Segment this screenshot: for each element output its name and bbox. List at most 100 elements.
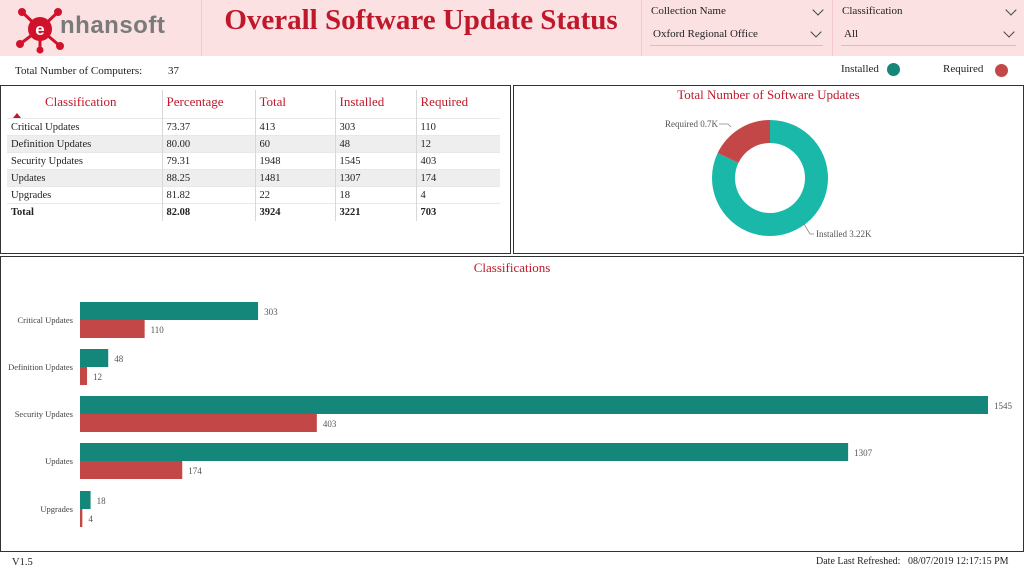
bar-required[interactable] — [80, 461, 183, 479]
bar-installed[interactable] — [80, 396, 988, 414]
table-total-row: Total 82.08 3924 3221 703 — [7, 203, 500, 221]
cell-total: 1948 — [255, 152, 336, 170]
cell-percentage: 80.00 — [162, 135, 256, 153]
classifications-bar-panel: Classifications Critical Updates 303 110 De… — [0, 256, 1024, 552]
category-label: Upgrades — [40, 504, 73, 514]
header-bar: e nhansoft Overall Software Update Statu… — [0, 0, 1024, 56]
cell-installed: 18 — [335, 186, 417, 204]
total-computers-label: Total Number of Computers: — [15, 65, 143, 77]
cell-installed: 303 — [335, 118, 417, 136]
chevron-down-icon[interactable] — [1003, 26, 1015, 38]
refresh-label: Date Last Refreshed: — [816, 556, 901, 567]
cell-required: 110 — [416, 118, 500, 136]
logo-wordmark: nhansoft — [60, 12, 166, 39]
legend-required-dot — [995, 64, 1008, 77]
column-header-total[interactable]: Total — [255, 90, 336, 119]
bar-value-label: 403 — [323, 419, 337, 429]
svg-text:e: e — [35, 20, 44, 39]
table-header-row: Classification Percentage Total Installe… — [7, 90, 500, 119]
cell-required: 174 — [416, 169, 500, 187]
legend-required-label: Required — [943, 63, 984, 75]
classification-table-panel: Classification Percentage Total Installe… — [0, 85, 511, 254]
classification-slicer[interactable]: Classification All — [832, 0, 1024, 56]
table-row[interactable]: Definition Updates 80.00 60 48 12 — [7, 135, 500, 153]
column-header-percentage[interactable]: Percentage — [162, 90, 256, 119]
bar-value-label: 1307 — [854, 448, 873, 458]
cell-classification: Updates — [7, 169, 163, 187]
slicer-underline — [650, 45, 823, 46]
legend-installed-dot — [887, 63, 900, 76]
category-label: Security Updates — [15, 409, 73, 419]
table-row[interactable]: Security Updates 79.31 1948 1545 403 — [7, 152, 500, 170]
cell-percentage: 88.25 — [162, 169, 256, 187]
chevron-down-icon[interactable] — [1005, 4, 1017, 16]
version-label: V1.5 — [12, 557, 33, 568]
slicer-label: Collection Name — [651, 5, 726, 17]
cell-total: 1481 — [255, 169, 336, 187]
cell-required: 403 — [416, 152, 500, 170]
cell-percentage: 82.08 — [162, 203, 256, 221]
category-label: Updates — [45, 456, 73, 466]
slicer-value[interactable]: All — [844, 28, 859, 40]
bar-value-label: 4 — [88, 514, 93, 524]
cell-required: 4 — [416, 186, 500, 204]
column-header-required[interactable]: Required — [420, 94, 469, 109]
cell-classification: Critical Updates — [7, 118, 163, 136]
table-row[interactable]: Upgrades 81.82 22 18 4 — [7, 186, 500, 204]
bar-chart-title: Classifications — [473, 260, 551, 275]
cell-total: 413 — [255, 118, 336, 136]
donut-installed-label: Installed 3.22K — [816, 229, 872, 239]
total-computers-value: 37 — [168, 65, 179, 77]
bar-value-label: 1545 — [994, 401, 1013, 411]
cell-classification: Security Updates — [7, 152, 163, 170]
donut-chart: Required 0.7K Installed 3.22K — [665, 119, 872, 239]
chevron-down-icon[interactable] — [812, 4, 824, 16]
bar-installed[interactable] — [80, 302, 259, 320]
bar-value-label: 48 — [114, 354, 124, 364]
cell-classification: Total — [7, 203, 163, 221]
donut-chart-title: Total Number of Software Updates — [677, 87, 860, 102]
slicer-underline — [841, 45, 1016, 46]
installed-leader-line — [803, 223, 814, 235]
donut-slice-installed[interactable] — [712, 120, 828, 236]
slicer-value[interactable]: Oxford Regional Office — [653, 28, 758, 40]
bar-required[interactable] — [80, 367, 88, 385]
cell-installed: 48 — [335, 135, 417, 153]
bar-installed[interactable] — [80, 491, 91, 509]
cell-required: 703 — [416, 203, 500, 221]
column-header-classification[interactable]: Classification — [7, 90, 163, 119]
cell-classification: Upgrades — [7, 186, 163, 204]
collection-name-slicer[interactable]: Collection Name Oxford Regional Office — [641, 0, 831, 56]
table-row[interactable]: Updates 88.25 1481 1307 174 — [7, 169, 500, 187]
donut-slice-required[interactable] — [717, 120, 770, 163]
bar-value-label: 303 — [264, 307, 278, 317]
logo-molecule-icon: e — [16, 8, 64, 54]
cell-total: 60 — [255, 135, 336, 153]
sort-ascending-icon[interactable] — [13, 113, 21, 118]
classification-table: Classification Percentage Total Installe… — [7, 90, 500, 221]
legend-installed-label: Installed — [841, 63, 879, 75]
slicer-label: Classification — [842, 5, 903, 17]
column-header-installed[interactable]: Installed — [335, 90, 417, 119]
category-label: Critical Updates — [18, 315, 73, 325]
bar-required[interactable] — [80, 509, 83, 527]
table-row[interactable]: Critical Updates 73.37 413 303 110 — [7, 118, 500, 136]
cell-installed: 1545 — [335, 152, 417, 170]
bar-required[interactable] — [80, 414, 317, 432]
bar-value-label: 12 — [93, 372, 102, 382]
bar-required[interactable] — [80, 320, 145, 338]
chevron-down-icon[interactable] — [810, 26, 822, 38]
enhansoft-logo: e nhansoft — [0, 0, 202, 56]
refresh-date: 08/07/2019 12:17:15 PM — [908, 556, 1009, 567]
bar-installed[interactable] — [80, 349, 109, 367]
page-title: Overall Software Update Status — [224, 4, 618, 36]
category-label: Definition Updates — [8, 362, 73, 372]
cell-classification: Definition Updates — [7, 135, 163, 153]
bar-value-label: 174 — [188, 466, 202, 476]
cell-total: 22 — [255, 186, 336, 204]
bar-installed[interactable] — [80, 443, 849, 461]
cell-required: 12 — [416, 135, 500, 153]
cell-percentage: 79.31 — [162, 152, 256, 170]
required-leader-line — [719, 123, 732, 128]
cell-installed: 1307 — [335, 169, 417, 187]
